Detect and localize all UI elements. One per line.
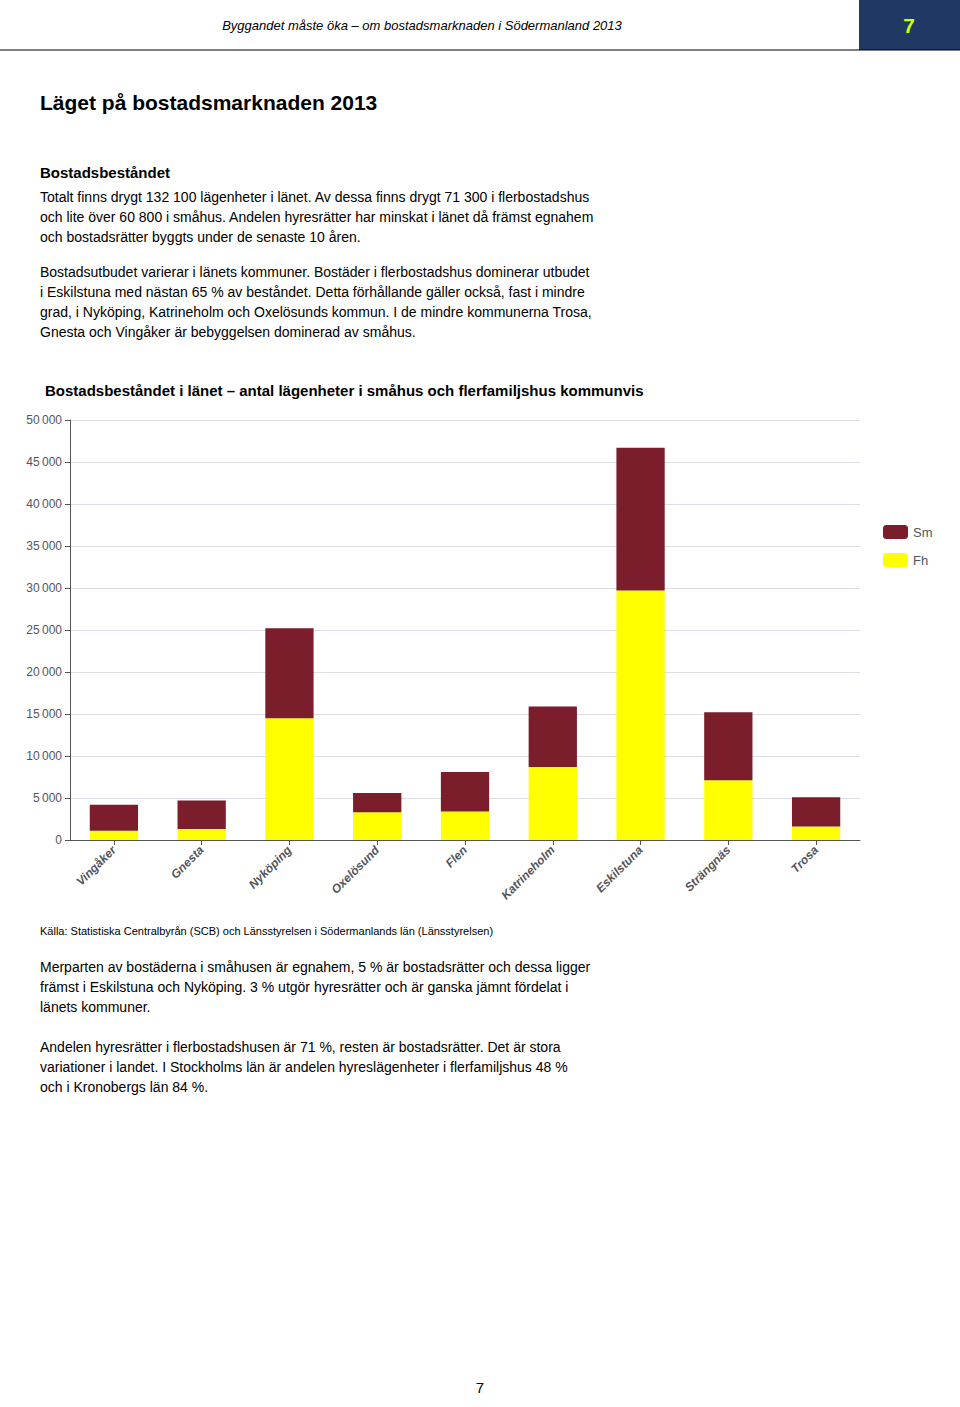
svg-text:5 000: 5 000: [33, 791, 62, 805]
svg-text:Läget på bostadsmarknaden 2013: Läget på bostadsmarknaden 2013: [40, 91, 377, 114]
svg-text:Merparten av bostäderna i småh: Merparten av bostäderna i småhusen är eg…: [40, 959, 591, 975]
svg-text:Bostadsbeståndet: Bostadsbeståndet: [40, 164, 170, 181]
svg-text:7: 7: [476, 1379, 484, 1396]
svg-text:10 000: 10 000: [26, 749, 62, 763]
svg-text:Bostadsutbudet varierar i läne: Bostadsutbudet varierar i länets kommune…: [40, 264, 590, 280]
svg-text:Flen: Flen: [443, 843, 470, 870]
svg-text:7: 7: [903, 14, 915, 37]
svg-text:Strängnäs: Strängnäs: [682, 843, 734, 895]
svg-text:Nyköping: Nyköping: [246, 843, 295, 892]
svg-text:Vingåker: Vingåker: [73, 842, 119, 888]
svg-text:Katrineholm: Katrineholm: [498, 843, 558, 903]
svg-text:Trosa: Trosa: [788, 843, 821, 876]
svg-text:20 000: 20 000: [26, 665, 62, 679]
svg-text:grad, i Nyköping, Katrineholm: grad, i Nyköping, Katrineholm och Oxelös…: [40, 304, 592, 320]
svg-text:och i Kronobergs län 84 %.: och i Kronobergs län 84 %.: [40, 1079, 208, 1095]
svg-text:länets kommuner.: länets kommuner.: [40, 999, 151, 1015]
svg-text:främst i Eskilstuna och Nyköpi: främst i Eskilstuna och Nyköping. 3 % ut…: [40, 979, 568, 995]
svg-text:Totalt finns drygt 132 100 läg: Totalt finns drygt 132 100 lägenheter i …: [40, 189, 589, 205]
svg-text:variationer i landet. I Stockh: variationer i landet. I Stockholms län ä…: [40, 1059, 568, 1075]
svg-text:30 000: 30 000: [26, 581, 62, 595]
svg-text:Byggandet måste öka – om bosta: Byggandet måste öka – om bostadsmarknade…: [222, 18, 622, 33]
svg-text:i Eskilstuna med nästan 65 % a: i Eskilstuna med nästan 65 % av bestånde…: [40, 284, 585, 300]
svg-text:45 000: 45 000: [26, 455, 62, 469]
svg-text:Sm: Sm: [913, 525, 933, 540]
svg-text:Oxelösund: Oxelösund: [328, 843, 382, 897]
svg-text:50 000: 50 000: [26, 413, 62, 427]
svg-text:35 000: 35 000: [26, 539, 62, 553]
svg-text:0: 0: [55, 833, 62, 847]
svg-text:15 000: 15 000: [26, 707, 62, 721]
svg-text:Gnesta: Gnesta: [168, 843, 207, 882]
svg-text:Andelen hyresrätter i flerbost: Andelen hyresrätter i flerbostadshusen ä…: [40, 1039, 561, 1055]
svg-text:Bostadsbeståndet i länet – ant: Bostadsbeståndet i länet – antal lägenhe…: [45, 382, 644, 399]
svg-text:och bostadsrätter byggts under: och bostadsrätter byggts under de senast…: [40, 229, 361, 245]
svg-text:40 000: 40 000: [26, 497, 62, 511]
svg-text:Eskilstuna: Eskilstuna: [593, 843, 646, 896]
svg-text:Källa: Statistiska Centralbyrå: Källa: Statistiska Centralbyrån (SCB) oc…: [40, 925, 493, 937]
svg-text:Gnesta och Vingåker är bebygge: Gnesta och Vingåker är bebyggelsen domin…: [40, 324, 416, 340]
svg-text:och lite över 60 800 i småhus.: och lite över 60 800 i småhus. Andelen h…: [40, 209, 593, 225]
svg-text:Fh: Fh: [913, 553, 928, 568]
svg-text:25 000: 25 000: [26, 623, 62, 637]
